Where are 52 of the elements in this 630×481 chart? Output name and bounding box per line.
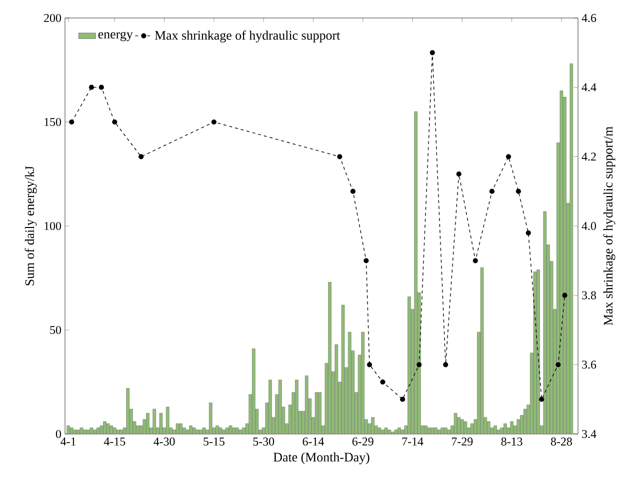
x-axis-title: Date (Month-Day) [274, 452, 370, 464]
x-tick-label: 8-28 [550, 438, 572, 446]
y-axis-title: Sum of daily energy/kJ [24, 166, 37, 286]
point [472, 258, 478, 264]
point [416, 362, 422, 368]
y2-tick-label: 3.6 [582, 360, 596, 369]
point [350, 188, 356, 194]
x-tick-label: 5-30 [253, 438, 274, 446]
y2-tick-label: 4.2 [582, 152, 596, 161]
x-tick-label: 6-29 [352, 438, 374, 446]
point [98, 84, 104, 90]
point [516, 188, 521, 194]
point [562, 292, 568, 298]
point [456, 171, 462, 177]
y-tick-label: 200 [44, 14, 62, 22]
point [364, 258, 369, 264]
y-tick-label: 0 [56, 430, 62, 438]
y2-tick-label: 4.6 [582, 14, 596, 22]
x-tick-label: 7-14 [402, 438, 424, 446]
y2-tick-label: 3.8 [582, 291, 596, 300]
point [337, 154, 342, 160]
point [526, 230, 531, 236]
point [443, 362, 448, 368]
y2-tick-label: 4.0 [582, 222, 596, 230]
point [380, 379, 386, 385]
point [211, 119, 216, 125]
x-tick-label: 8-13 [501, 438, 522, 446]
point [539, 396, 544, 402]
point [400, 396, 406, 402]
y2-tick-label: 3.4 [582, 430, 596, 438]
y-tick-label: 50 [50, 326, 62, 334]
point [88, 84, 94, 90]
point [556, 362, 561, 368]
y-tick-label: 100 [44, 222, 62, 230]
point [138, 154, 144, 160]
y2-axis-title: Max shrinkage of hydraulic support/m [603, 126, 616, 326]
point [69, 119, 74, 125]
x-tick-label: 4-1 [60, 438, 76, 446]
legend-label: Max shrinkage of hydraulic support [154, 30, 340, 42]
x-tick-label: 4-30 [154, 438, 175, 446]
x-tick-label: 7-29 [452, 438, 473, 446]
y2-tick-label: 4.4 [582, 83, 596, 92]
x-tick-label: 4-15 [104, 438, 126, 446]
point [489, 188, 494, 194]
y-tick-label: 150 [44, 118, 62, 126]
point [506, 154, 512, 160]
point [112, 119, 118, 125]
legend-label: energy [98, 32, 133, 42]
point [366, 362, 372, 368]
x-tick-label: 6-14 [302, 438, 324, 446]
point [430, 50, 435, 56]
x-tick-label: 5-15 [204, 438, 224, 446]
